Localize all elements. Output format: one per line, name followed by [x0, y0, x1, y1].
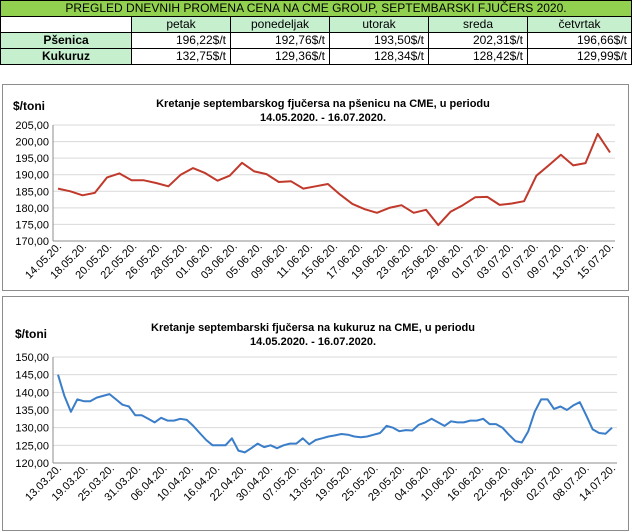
price-cell: 128,42$/t — [428, 48, 528, 65]
corn-y-tick-label: 140,00 — [15, 387, 49, 399]
price-cell: 132,75$/t — [131, 48, 231, 65]
wheat-title-line1: Kretanje septembarskog fjučersa na pšeni… — [156, 98, 490, 110]
row-label-corn: Kukuruz — [0, 48, 132, 65]
corn-y-tick-label: 150,00 — [15, 352, 49, 364]
corn-y-tick-label: 130,00 — [15, 423, 49, 435]
table-title: PREGLED DNEVNIH PROMENA CENA NA CME GROU… — [0, 0, 632, 17]
wheat-chart-title: Kretanje septembarskog fjučersa na pšeni… — [123, 97, 523, 125]
row-label-wheat: Pšenica — [0, 32, 132, 49]
corn-chart: $/toni Kretanje septembarski fjučersa na… — [2, 296, 629, 531]
price-cell: 129,36$/t — [230, 48, 330, 65]
wheat-y-tick-label: 205,00 — [15, 120, 49, 132]
wheat-y-tick-label: 170,00 — [15, 236, 49, 248]
table-corner-cell — [0, 16, 132, 33]
corn-y-tick-label: 125,00 — [15, 440, 49, 452]
corn-title-line2: 14.05.2020. - 16.07.2020. — [250, 336, 376, 348]
wheat-chart: $/toni Kretanje septembarskog fjučersa n… — [2, 84, 629, 291]
wheat-y-tick-label: 180,00 — [15, 203, 49, 215]
wheat-y-tick-label: 185,00 — [15, 186, 49, 198]
wheat-y-tick-label: 195,00 — [15, 153, 49, 165]
corn-y-unit: $/toni — [15, 327, 47, 341]
table-header-row: petak ponedeljak utorak sreda četvrtak — [0, 16, 632, 33]
wheat-chart-svg: 170,00 175,00 180,00 185,00 190,00 195,00 200,… — [15, 120, 616, 282]
price-cell: 193,50$/t — [329, 32, 429, 49]
wheat-y-tick-label: 190,00 — [15, 170, 49, 182]
price-cell: 128,34$/t — [329, 48, 429, 65]
corn-y-tick-label: 120,00 — [15, 458, 49, 470]
price-table: PREGLED DNEVNIH PROMENA CENA NA CME GROU… — [0, 0, 632, 65]
day-header: utorak — [329, 16, 429, 33]
corn-chart-svg: 120,00 125,00 130,00 135,00 140,00 145,00 150,… — [15, 352, 618, 504]
price-cell: 196,66$/t — [527, 32, 632, 49]
wheat-title-line2: 14.05.2020. - 16.07.2020. — [260, 112, 386, 124]
day-header: četvrtak — [527, 16, 632, 33]
day-header: sreda — [428, 16, 528, 33]
day-header: ponedeljak — [230, 16, 330, 33]
table-row: Pšenica 196,22$/t 192,76$/t 193,50$/t 20… — [0, 32, 632, 49]
table-row: Kukuruz 132,75$/t 129,36$/t 128,34$/t 12… — [0, 48, 632, 65]
corn-y-tick-label: 145,00 — [15, 370, 49, 382]
corn-chart-title: Kretanje septembarski fjučersa na kukuru… — [103, 321, 523, 349]
corn-title-line1: Kretanje septembarski fjučersa na kukuru… — [151, 322, 475, 334]
price-cell: 202,31$/t — [428, 32, 528, 49]
corn-y-tick-label: 135,00 — [15, 405, 49, 417]
wheat-y-tick-label: 175,00 — [15, 219, 49, 231]
wheat-y-unit: $/toni — [13, 99, 45, 113]
wheat-y-tick-label: 200,00 — [15, 137, 49, 149]
price-cell: 192,76$/t — [230, 32, 330, 49]
wheat-series-line — [57, 132, 611, 227]
price-cell: 196,22$/t — [131, 32, 231, 49]
price-cell: 129,99$/t — [527, 48, 632, 65]
day-header: petak — [131, 16, 231, 33]
corn-series-line — [57, 374, 613, 454]
